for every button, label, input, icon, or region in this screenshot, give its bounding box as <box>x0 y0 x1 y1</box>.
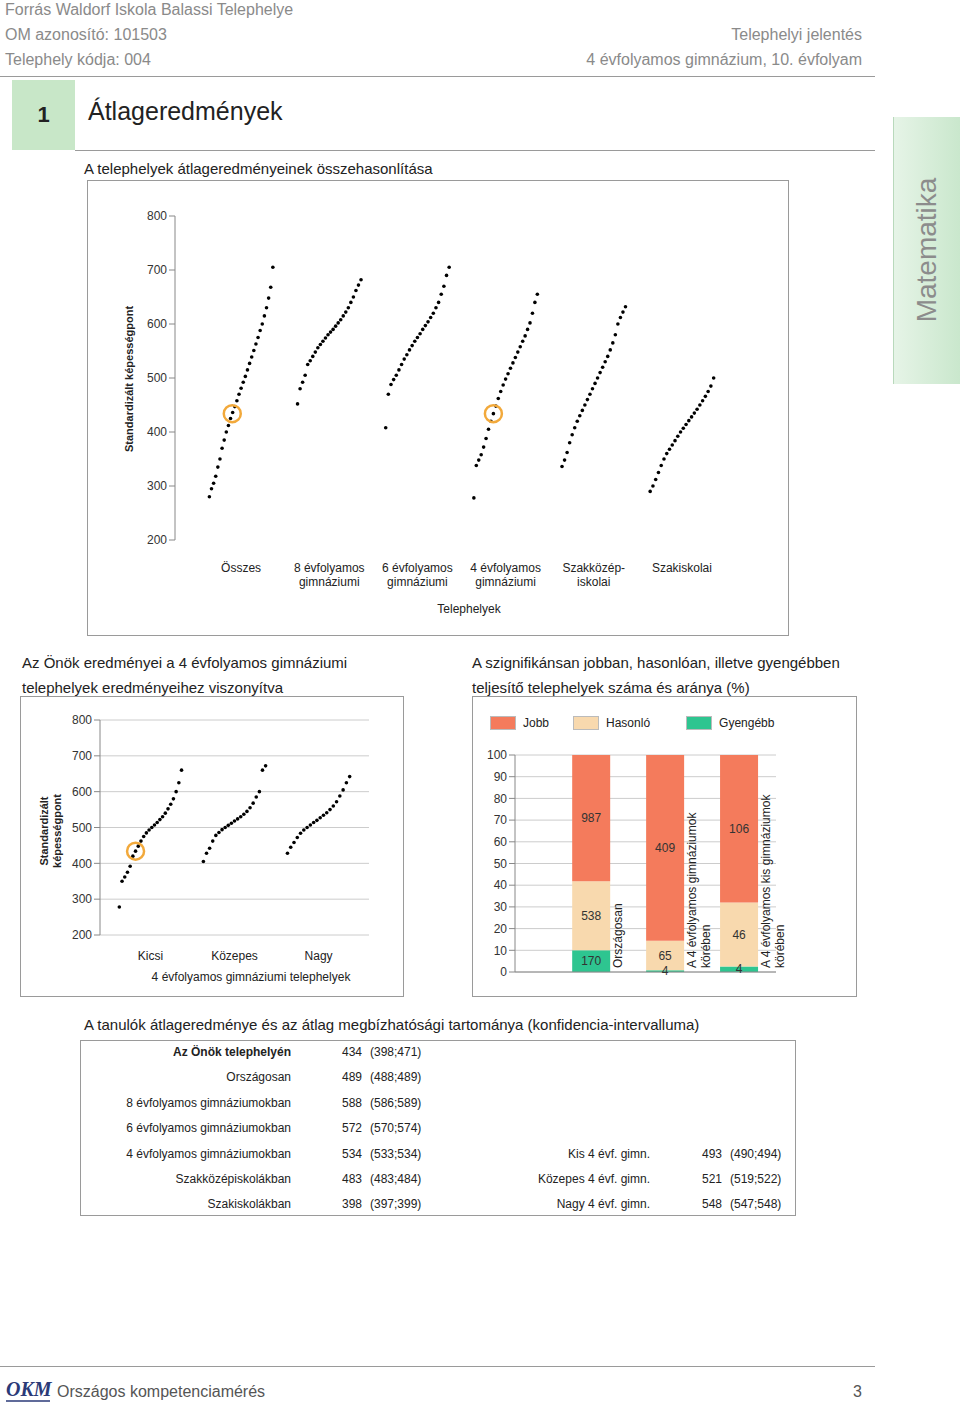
html-text:(586;589): (586;589) <box>370 1095 422 1110</box>
svg-text:Szakközép-iskolai: Szakközép-iskolai <box>562 561 625 589</box>
svg-text:600: 600 <box>72 785 92 799</box>
html-text:(490;494): (490;494) <box>730 1146 782 1161</box>
html-text:6 évfolyamos gimnáziumokban: 6 évfolyamos gimnáziumokban <box>126 1121 291 1136</box>
svg-text:0: 0 <box>500 965 507 979</box>
html-text:Átlageredmények: Átlageredmények <box>88 97 283 125</box>
html-text:572: 572 <box>342 1121 362 1136</box>
html-text:Telephelyek: Telephelyek <box>437 602 501 616</box>
svg-text:65: 65 <box>658 949 672 963</box>
svg-text:46: 46 <box>732 928 746 942</box>
svg-text:6 évfolyamosgimnáziumi: 6 évfolyamosgimnáziumi <box>382 561 453 589</box>
html-text:4 évfolyamos gimnáziumi teleph: 4 évfolyamos gimnáziumi telephelyek <box>151 970 351 984</box>
svg-text:700: 700 <box>72 749 92 763</box>
svg-text:800: 800 <box>72 713 92 727</box>
html-text:OM azonosító: 101503: OM azonosító: 101503 <box>5 26 167 43</box>
html-text:Szakiskolákban: Szakiskolákban <box>207 1197 291 1212</box>
svg-text:Kicsi: Kicsi <box>138 949 163 963</box>
svg-text:A 4 évfolyamos gimnáziumokköré: A 4 évfolyamos gimnáziumokkörében <box>685 812 713 968</box>
svg-text:10: 10 <box>494 944 508 958</box>
svg-text:20: 20 <box>494 922 508 936</box>
svg-text:Szakiskolai: Szakiskolai <box>652 561 712 575</box>
svg-text:Összes: Összes <box>221 561 261 575</box>
svg-text:500: 500 <box>72 821 92 835</box>
html-text:4 évfolyamos gimnázium, 10. év: 4 évfolyamos gimnázium, 10. évfolyam <box>586 51 862 68</box>
html-text:Standardizált képességpont: Standardizált képességpont <box>38 794 63 868</box>
html-text:Közepes 4 évf. gimn.: Közepes 4 évf. gimn. <box>537 1172 650 1186</box>
svg-text:700: 700 <box>147 263 167 277</box>
svg-text:500: 500 <box>147 371 167 385</box>
html-text:(483;484): (483;484) <box>370 1172 422 1186</box>
html-text:Telephely kódja: 004: Telephely kódja: 004 <box>5 51 151 68</box>
html-text:588: 588 <box>342 1095 362 1110</box>
html-text:521: 521 <box>702 1172 722 1186</box>
svg-text:90: 90 <box>494 770 508 784</box>
html-text:434: 434 <box>342 1045 362 1059</box>
svg-text:4: 4 <box>662 964 669 978</box>
svg-text:170: 170 <box>581 954 601 968</box>
html-text:Jobb: Jobb <box>523 716 549 730</box>
svg-text:106: 106 <box>729 822 749 836</box>
html-text:Szakközépiskolákban: Szakközépiskolákban <box>175 1172 291 1186</box>
html-text:3: 3 <box>853 1383 862 1400</box>
svg-text:800: 800 <box>147 209 167 223</box>
svg-text:200: 200 <box>147 533 167 547</box>
svg-text:987: 987 <box>581 811 601 825</box>
svg-text:8 évfolyamosgimnáziumi: 8 évfolyamosgimnáziumi <box>294 561 365 589</box>
html-text:Az Önök eredményei a 4 évfolya: Az Önök eredményei a 4 évfolyamos gimnáz… <box>22 654 348 696</box>
html-text:(397;399): (397;399) <box>370 1197 422 1212</box>
html-text:A szignifikánsan jobban, hason: A szignifikánsan jobban, hasonlóan, ille… <box>472 654 840 696</box>
html-text:398: 398 <box>342 1197 362 1212</box>
svg-text:4: 4 <box>736 962 743 976</box>
html-text:Matematika: Matematika <box>911 177 942 323</box>
html-text:4 évfolyamos gimnáziumokban: 4 évfolyamos gimnáziumokban <box>126 1146 291 1161</box>
html-text:548: 548 <box>702 1197 722 1212</box>
html-text:Forrás Waldorf Iskola Balassi: Forrás Waldorf Iskola Balassi Telephelye <box>5 1 294 18</box>
html-text:534: 534 <box>342 1146 362 1161</box>
svg-text:A 4 évfolyamos kis gimnáziumok: A 4 évfolyamos kis gimnáziumokkörében <box>759 794 787 968</box>
html-text:1: 1 <box>37 102 50 127</box>
html-text:(488;489): (488;489) <box>370 1070 422 1085</box>
svg-text:409: 409 <box>655 841 675 855</box>
html-text:A tanulók átlageredménye és az: A tanulók átlageredménye és az átlag meg… <box>84 1016 700 1033</box>
html-text:Kis 4 évf. gimn.: Kis 4 évf. gimn. <box>568 1146 650 1161</box>
html-text:Hasonló: Hasonló <box>606 716 651 730</box>
svg-text:50: 50 <box>494 857 508 871</box>
html-text:(570;574): (570;574) <box>370 1121 422 1136</box>
svg-text:300: 300 <box>72 892 92 906</box>
svg-text:600: 600 <box>147 317 167 331</box>
svg-text:40: 40 <box>494 878 508 892</box>
svg-text:30: 30 <box>494 900 508 914</box>
svg-text:Nagy: Nagy <box>305 949 333 963</box>
svg-text:538: 538 <box>581 909 601 923</box>
html-text:Gyengébb: Gyengébb <box>719 716 775 730</box>
svg-text:300: 300 <box>147 479 167 493</box>
html-text:Telephelyi jelentés: Telephelyi jelentés <box>731 26 862 43</box>
html-text:A telephelyek átlageredményein: A telephelyek átlageredményeinek összeha… <box>84 160 433 177</box>
html-text:(533;534): (533;534) <box>370 1146 422 1161</box>
html-text:Az Önök telephelyén: Az Önök telephelyén <box>173 1045 291 1059</box>
html-text:Országosan: Országosan <box>226 1070 291 1085</box>
html-text:489: 489 <box>342 1070 362 1085</box>
html-text:Standardizált képességpont: Standardizált képességpont <box>123 306 135 452</box>
html-text:8 évfolyamos gimnáziumokban: 8 évfolyamos gimnáziumokban <box>126 1095 291 1110</box>
svg-text:70: 70 <box>494 813 508 827</box>
html-text:483: 483 <box>342 1172 362 1186</box>
svg-text:Országosan: Országosan <box>611 903 625 968</box>
svg-text:Közepes: Közepes <box>211 949 258 963</box>
svg-text:100: 100 <box>487 748 507 762</box>
html-text:Országos kompetenciamérés: Országos kompetenciamérés <box>57 1383 266 1400</box>
html-text:493: 493 <box>702 1146 722 1161</box>
html-text:(398;471): (398;471) <box>370 1045 422 1059</box>
svg-text:4 évfolyamosgimnáziumi: 4 évfolyamosgimnáziumi <box>470 561 541 589</box>
html-text:(547;548): (547;548) <box>730 1197 782 1212</box>
svg-text:80: 80 <box>494 792 508 806</box>
html-text:(519;522): (519;522) <box>730 1172 782 1186</box>
svg-text:400: 400 <box>72 857 92 871</box>
svg-text:60: 60 <box>494 835 508 849</box>
svg-text:400: 400 <box>147 425 167 439</box>
svg-text:OKM: OKM <box>8 1378 53 1400</box>
html-text:Nagy 4 évf. gimn.: Nagy 4 évf. gimn. <box>556 1197 650 1212</box>
svg-text:200: 200 <box>72 928 92 942</box>
